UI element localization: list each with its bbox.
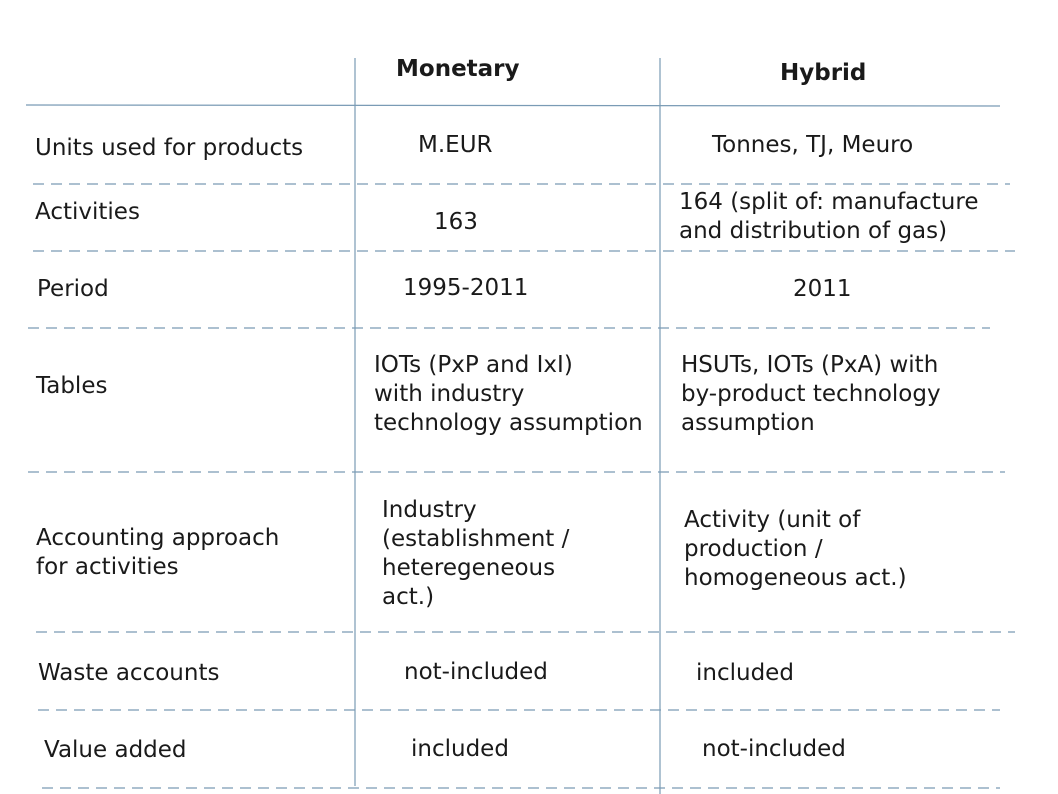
row-label-period: Period (37, 276, 109, 302)
cell-monetary-waste-accounts: not-included (404, 659, 548, 685)
cell-monetary-accounting-approach: Industry (establishment / heteregeneous … (382, 497, 570, 610)
cell-monetary-period: 1995-2011 (403, 275, 529, 301)
row-label-tables: Tables (36, 373, 108, 399)
row-label-activities: Activities (35, 199, 140, 225)
row-label-value-added: Value added (44, 737, 187, 763)
cell-hybrid-accounting-approach: Activity (unit of production / homogeneo… (684, 507, 907, 591)
header-underline (25, 104, 1001, 107)
cell-monetary-activities: 163 (434, 209, 478, 235)
cell-hybrid-activities: 164 (split of: manufacture and distribut… (679, 189, 979, 244)
cell-monetary-units: M.EUR (418, 132, 493, 158)
cell-hybrid-units: Tonnes, TJ, Meuro (712, 132, 914, 158)
cell-hybrid-waste-accounts: included (696, 660, 794, 686)
cell-monetary-tables: IOTs (PxP and IxI) with industry technol… (374, 352, 643, 436)
cell-monetary-value-added: included (411, 736, 509, 762)
cell-hybrid-period: 2011 (793, 276, 852, 302)
row-label-accounting-approach: Accounting approach for activities (36, 525, 280, 580)
row-label-units: Units used for products (35, 135, 304, 161)
row-label-waste-accounts: Waste accounts (38, 660, 220, 686)
cell-hybrid-tables: HSUTs, IOTs (PxA) with by-product techno… (681, 352, 941, 436)
header-monetary: Monetary (396, 56, 520, 82)
header-hybrid: Hybrid (780, 60, 867, 86)
cell-hybrid-value-added: not-included (702, 736, 846, 762)
